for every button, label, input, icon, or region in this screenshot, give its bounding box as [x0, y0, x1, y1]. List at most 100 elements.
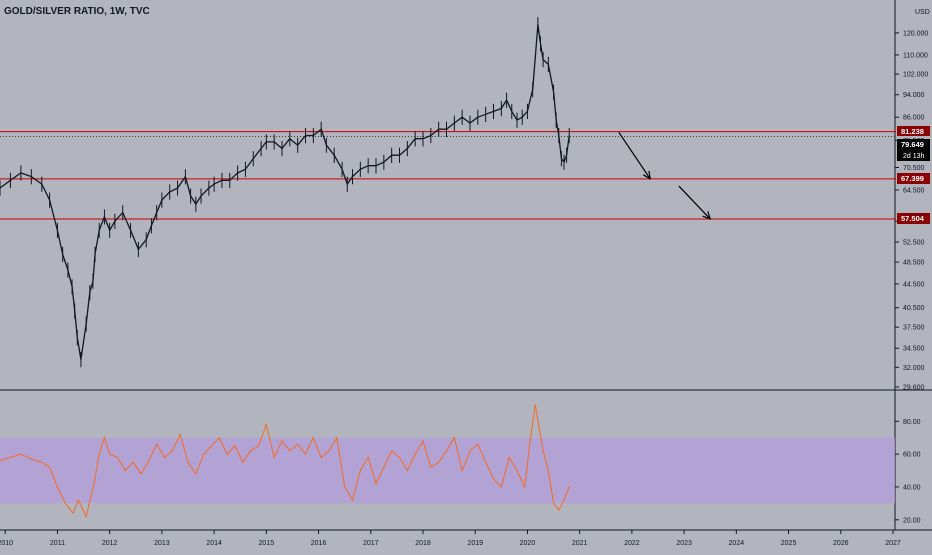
rsi-point — [203, 453, 205, 455]
rsi-point — [375, 483, 377, 485]
time-tick-label: 2012 — [102, 540, 118, 547]
rsi-point — [430, 466, 432, 468]
rsi-point — [547, 469, 549, 472]
rsi-point — [116, 456, 119, 458]
rsi-point — [195, 473, 197, 475]
current-price-label-bg — [897, 139, 930, 161]
time-tick-label: 2019 — [467, 540, 483, 547]
price-tick-label: 94.000 — [903, 92, 925, 99]
rsi-point — [529, 440, 531, 442]
rsi-tick-label: 80.00 — [903, 419, 921, 426]
price-tick-label: 70.500 — [903, 165, 925, 172]
rsi-point — [477, 443, 479, 445]
rsi-point — [391, 450, 393, 452]
rsi-point — [265, 423, 267, 426]
time-tick-label: 2020 — [520, 540, 536, 547]
rsi-point — [336, 437, 338, 439]
arrow-line[interactable] — [618, 132, 651, 180]
rsi-point — [485, 461, 487, 463]
price-tick-label: 52.500 — [903, 240, 925, 247]
rsi-point — [469, 450, 471, 452]
rsi-point — [9, 456, 12, 458]
time-tick-label: 2016 — [311, 540, 327, 547]
level-label-upper-bg — [897, 126, 930, 136]
rsi-point — [398, 456, 401, 458]
price-tick-label: 64.500 — [903, 187, 925, 194]
rsi-band-group — [0, 437, 895, 504]
price-tick-label: 120.000 — [903, 30, 928, 37]
rsi-point — [210, 445, 213, 447]
price-tick-label: 29.600 — [903, 385, 925, 392]
rsi-point — [508, 456, 510, 458]
rsi-point — [109, 453, 111, 455]
rsi-point — [542, 450, 544, 452]
rsi-point — [226, 453, 228, 455]
rsi-point — [98, 453, 100, 455]
rsi-point — [492, 478, 495, 480]
time-tick-label: 2021 — [572, 540, 588, 547]
rsi-point — [85, 515, 87, 518]
rsi-point — [524, 486, 526, 488]
rsi-point — [422, 440, 424, 442]
rsi-point — [218, 437, 220, 439]
rsi-point — [72, 512, 74, 514]
current-price-label: 79.649 — [901, 140, 924, 149]
rsi-point — [414, 453, 416, 455]
rsi-point — [77, 499, 79, 501]
rsi-axis-ticks[interactable]: 20.00 40.00 60.00 80.00 — [895, 419, 921, 525]
bar-countdown-label: 2d 13h — [903, 153, 925, 160]
rsi-point — [312, 437, 314, 439]
rsi-point — [49, 466, 51, 468]
rsi-point — [304, 453, 307, 455]
rsi-point — [383, 466, 385, 468]
time-tick-label: 2010 — [0, 540, 13, 547]
time-tick-label: 2014 — [206, 540, 222, 547]
price-tick-label: 102.000 — [903, 72, 928, 79]
rsi-point — [351, 499, 354, 501]
time-tick-label: 2018 — [415, 540, 431, 547]
rsi-point — [41, 461, 43, 463]
rsi-point — [297, 443, 299, 445]
level-label-upper: 81.238 — [901, 127, 924, 136]
rsi-band — [0, 437, 895, 504]
rsi-tick-label: 20.00 — [903, 517, 921, 524]
rsi-point — [56, 486, 59, 488]
price-tick-label: 40.500 — [903, 305, 925, 312]
rsi-series — [0, 404, 570, 518]
arrow-line[interactable] — [678, 185, 711, 220]
price-series — [0, 17, 570, 368]
rsi-point — [406, 469, 408, 472]
rsi-point — [0, 460, 1, 462]
horizontal-levels[interactable] — [0, 131, 896, 220]
rsi-point — [563, 499, 565, 501]
time-tick-label: 2024 — [729, 540, 745, 547]
rsi-point — [103, 437, 106, 439]
rsi-point — [500, 486, 502, 488]
time-tick-label: 2017 — [363, 540, 379, 547]
price-labels: USD 81.238 79.649 2d 13h 67.399 57.504 — [897, 9, 930, 224]
arrow-head — [702, 211, 712, 221]
rsi-point — [568, 486, 570, 488]
arrow-drawings[interactable] — [618, 132, 712, 221]
time-axis-ticks[interactable]: 2010 2011 2012 2013 2014 2015 2016 2017 2018 2019… — [0, 530, 901, 547]
rsi-point — [163, 456, 166, 458]
rsi-point — [552, 502, 555, 504]
rsi-point — [328, 450, 330, 452]
rsi-point — [234, 445, 236, 447]
rsi-point — [171, 450, 173, 452]
time-tick-label: 2015 — [259, 540, 275, 547]
rsi-point — [250, 450, 252, 452]
time-tick-label: 2011 — [50, 540, 65, 547]
rsi-point — [359, 469, 361, 472]
rsi-line — [0, 404, 570, 518]
arrow-head — [642, 170, 651, 180]
time-tick-label: 2027 — [885, 540, 901, 547]
rsi-point — [453, 437, 455, 439]
currency-label: USD — [915, 9, 930, 16]
price-tick-label: 44.500 — [903, 281, 925, 288]
time-tick-label: 2023 — [676, 540, 692, 547]
rsi-point — [344, 486, 346, 488]
level-label-middle-bg — [897, 173, 930, 184]
